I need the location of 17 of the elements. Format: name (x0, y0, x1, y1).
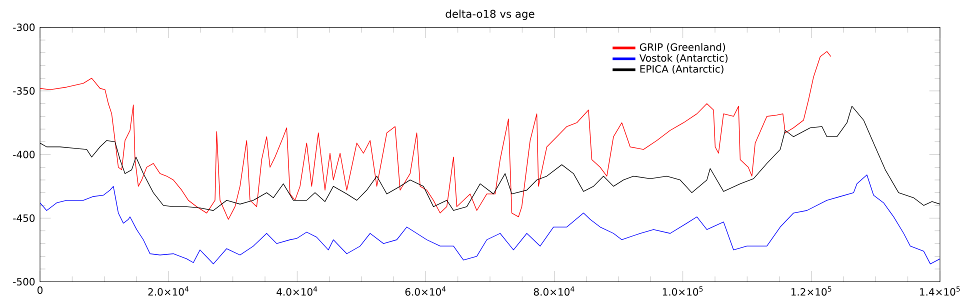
y-tick-label: -400 (13, 150, 35, 158)
x-tick-label: 6.0×10$^{4}$ (405, 286, 446, 296)
y-tick-label: -350 (13, 87, 35, 95)
y-tick-label: -450 (13, 214, 35, 222)
legend-label: EPICA (Antarctic) (640, 64, 724, 74)
x-tick-label: 2.0×10$^{4}$ (148, 286, 189, 296)
legend-label: GRIP (Greenland) (640, 43, 726, 52)
chart-title: delta-o18 vs age (446, 10, 534, 20)
x-tick-label: 8.0×10$^{4}$ (534, 286, 574, 296)
x-tick-label: 1.4×10$^{5}$ (920, 286, 960, 296)
x-tick-label: 0 (38, 286, 43, 294)
x-tick-label: 1.0×10$^{5}$ (662, 286, 703, 296)
x-tick-label: 1.2×10$^{5}$ (791, 286, 832, 296)
legend-label: Vostok (Antarctic) (639, 54, 728, 63)
y-tick-label: -500 (13, 278, 35, 286)
x-tick-label: 4.0×10$^{4}$ (276, 286, 318, 296)
y-tick-label: -300 (13, 24, 35, 32)
